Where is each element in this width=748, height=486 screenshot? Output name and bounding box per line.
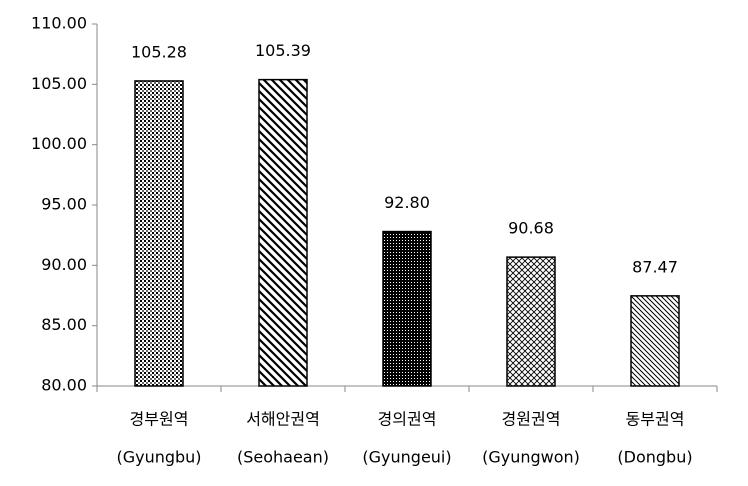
y-tick-label: 105.00 — [31, 74, 87, 93]
x-tick-label: 경의권역 — [378, 410, 437, 429]
x-tick-label: (Gyungbu) — [116, 448, 201, 467]
x-tick-label: 서해안권역 — [246, 410, 320, 429]
bar — [382, 230, 432, 387]
y-tick-label: 95.00 — [41, 195, 87, 214]
value-label: 92.80 — [384, 193, 430, 212]
value-label: 105.39 — [255, 41, 311, 60]
y-tick-label: 85.00 — [41, 315, 87, 334]
bar — [506, 256, 556, 387]
y-tick-label: 80.00 — [41, 376, 87, 395]
x-tick-label: 경원권역 — [502, 410, 561, 429]
value-label: 90.68 — [508, 219, 554, 238]
x-tick-label: (Gyungwon) — [482, 448, 580, 467]
bar — [630, 295, 680, 387]
x-tick-label: (Seohaean) — [237, 448, 329, 467]
value-label: 105.28 — [131, 42, 187, 61]
x-tick-label: (Gyungeui) — [362, 448, 451, 467]
y-tick-label: 100.00 — [31, 134, 87, 153]
x-tick-label: 동부권역 — [626, 410, 685, 429]
value-label: 87.47 — [632, 257, 678, 276]
y-tick-label: 110.00 — [31, 14, 87, 33]
bar — [258, 78, 308, 387]
bar — [134, 80, 184, 387]
x-tick-label: (Dongbu) — [617, 448, 692, 467]
y-tick-label: 90.00 — [41, 255, 87, 274]
x-tick-label: 경부원역 — [130, 410, 189, 429]
